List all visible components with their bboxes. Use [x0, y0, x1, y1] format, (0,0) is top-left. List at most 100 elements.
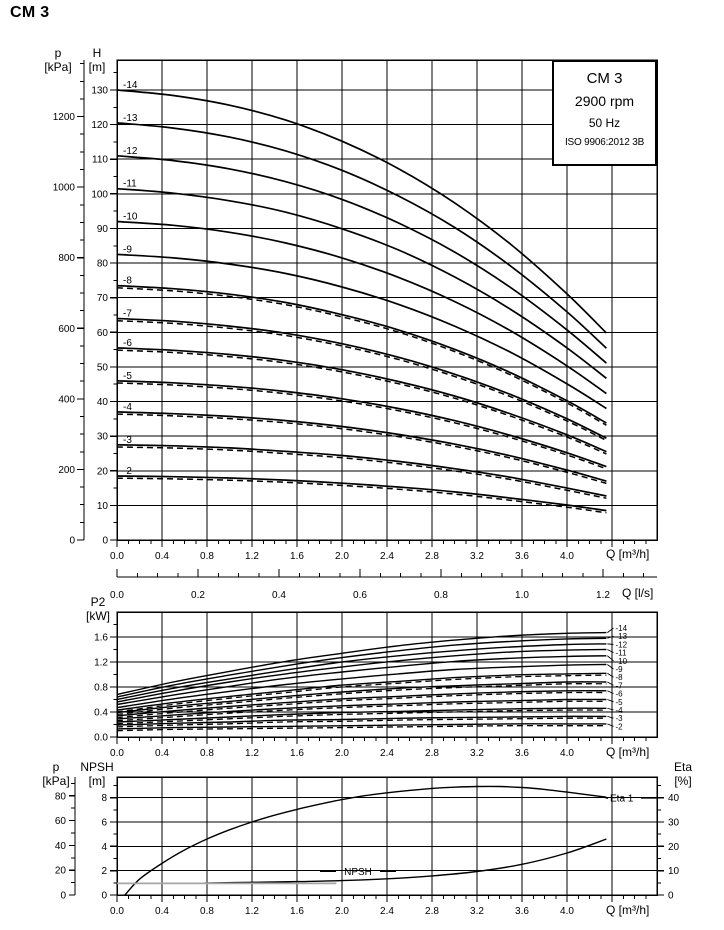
pressure-axis-symbol: p: [54, 46, 62, 60]
head-xtick-label: 0.0: [110, 551, 124, 562]
main-flow-axis-unit: Q [m³/h]: [606, 547, 650, 561]
p2-curve-label--7: -7: [616, 681, 624, 690]
head-curve-dashed--8: [116, 287, 607, 426]
npsh-axis-symbol: NPSH: [80, 760, 114, 774]
eta-axis-title: Eta [%]: [663, 760, 703, 788]
p2-curve-label--13: -13: [616, 632, 628, 641]
ls-tick-label: 0.0: [110, 590, 124, 601]
npsh-xtick-label: 0.8: [200, 906, 214, 917]
head-curve-label--3: -3: [123, 435, 132, 446]
p2-xtick-label: 2.0: [335, 748, 349, 759]
p2-curve--3: [116, 715, 607, 726]
p2-curve--4: [116, 707, 607, 723]
npsh-axis-m-label: 0: [101, 891, 107, 902]
head-xtick-label: 1.2: [245, 551, 259, 562]
head-xtick-label: 3.2: [470, 551, 484, 562]
head-axis-m-label: 100: [91, 189, 108, 200]
head-xtick-label: 3.6: [515, 551, 529, 562]
eta-axis-label: 20: [668, 842, 680, 853]
pressure-axis-label: 0: [69, 536, 75, 547]
p2-curve--8: [116, 672, 607, 711]
npsh-pressure-label: 40: [55, 841, 67, 852]
head-curve--11: [116, 187, 607, 379]
head-curve-label--2: -2: [123, 466, 132, 477]
p2-xtick-label: 2.4: [380, 748, 394, 759]
p2-curve--9: [116, 663, 607, 709]
npsh-pressure-axis-title: p [kPa]: [34, 760, 78, 788]
pressure-axis-label: 800: [58, 253, 75, 264]
p2-axis-title: P2 [kW]: [75, 595, 121, 623]
head-axis-m-label: 130: [91, 86, 108, 97]
npsh-xtick-label: 1.2: [245, 906, 259, 917]
p2-axis-label: 0.8: [94, 683, 108, 694]
ls-tick-label: 1.2: [596, 590, 610, 601]
p2-xtick-label: 0.0: [110, 748, 124, 759]
head-curve--12: [116, 154, 607, 364]
npsh-axis-m-label: 8: [101, 793, 107, 804]
head-curve--2: [116, 475, 607, 512]
head-curve-dashed--3: [116, 446, 607, 499]
npsh-pressure-label: 0: [60, 891, 66, 902]
head-axis-m-label: 30: [97, 432, 109, 443]
p2-curve--7: [116, 681, 607, 714]
head-curve-label--10: -10: [123, 212, 138, 223]
p2-curve-leader--12: [607, 643, 614, 645]
head-axis-m-label: 20: [97, 466, 109, 477]
npsh-axis-m-label: 6: [101, 818, 107, 829]
npsh-pressure-label: 60: [55, 816, 67, 827]
head-curve-label--7: -7: [123, 308, 132, 319]
eta-curve: [124, 785, 607, 896]
p2-curve--10: [116, 655, 607, 706]
pressure-axis-label: 1000: [53, 183, 76, 194]
head-axis-m-label: 110: [92, 155, 108, 166]
eta-axis-label: 10: [668, 866, 680, 877]
p2-curve-label--6: -6: [616, 690, 624, 699]
p2-axis-unit: [kW]: [86, 609, 110, 623]
p2-curve-leader--2: [607, 723, 614, 727]
flow-ls-axis-unit: Q [l/s]: [622, 586, 654, 600]
info-box-speed: 2900 rpm: [574, 93, 635, 109]
head-curve-label--13: -13: [123, 113, 138, 124]
pressure-axis-unit: [kPa]: [44, 60, 72, 74]
head-curve--9: [116, 253, 607, 410]
head-xtick-label: 2.4: [380, 551, 394, 562]
eta-label-leader-left: [603, 796, 609, 800]
p2-curve--14: [116, 631, 607, 696]
head-curve--4: [116, 411, 607, 483]
p2-curve-label--4: -4: [616, 706, 624, 715]
head-xtick-label: 0.4: [155, 551, 169, 562]
head-curve--6: [116, 347, 607, 453]
eta-axis-label: 40: [668, 793, 680, 804]
head-curve--7: [116, 317, 607, 439]
info-box: CM 3 2900 rpm 50 Hz ISO 9906:2012 3B: [552, 60, 657, 166]
head-curve-dashed--5: [116, 382, 607, 470]
p2-curve--11: [116, 648, 607, 703]
p2-xtick-label: 0.8: [200, 748, 214, 759]
eta-axis-unit: [%]: [674, 774, 692, 788]
p2-xtick-label: 3.2: [470, 748, 484, 759]
npsh-xtick-label: 2.0: [335, 906, 349, 917]
p2-xtick-label: 4.0: [560, 748, 574, 759]
p2-axis-symbol: P2: [90, 595, 106, 609]
p2-xtick-label: 0.4: [155, 748, 169, 759]
head-axis-m-label: 120: [91, 120, 108, 131]
p2-curve-label--10: -10: [616, 657, 628, 666]
head-curve-dashed--7: [116, 319, 607, 442]
main-head-axis-title: H [m]: [81, 46, 113, 74]
p2-curve-leader--8: [607, 672, 614, 678]
ls-tick-label: 0.4: [272, 590, 286, 601]
p2-curve-dashed--8: [116, 674, 607, 713]
p2-curve-label--14: -14: [616, 624, 628, 633]
p2-curve-label--9: -9: [616, 665, 624, 674]
head-axis-m-label: 50: [97, 362, 109, 373]
head-axis-m-label: 10: [97, 501, 109, 512]
npsh-pressure-label: 20: [55, 866, 67, 877]
p2-curve-leader--10: [607, 655, 614, 662]
p2-curve-leader--6: [607, 690, 614, 695]
eta-axis-label: 0: [668, 891, 674, 902]
p2-curve-dashed--3: [116, 717, 607, 728]
p2-curve-dashed--2: [116, 725, 607, 732]
npsh-flow-axis-unit: Q [m³/h]: [606, 903, 650, 917]
